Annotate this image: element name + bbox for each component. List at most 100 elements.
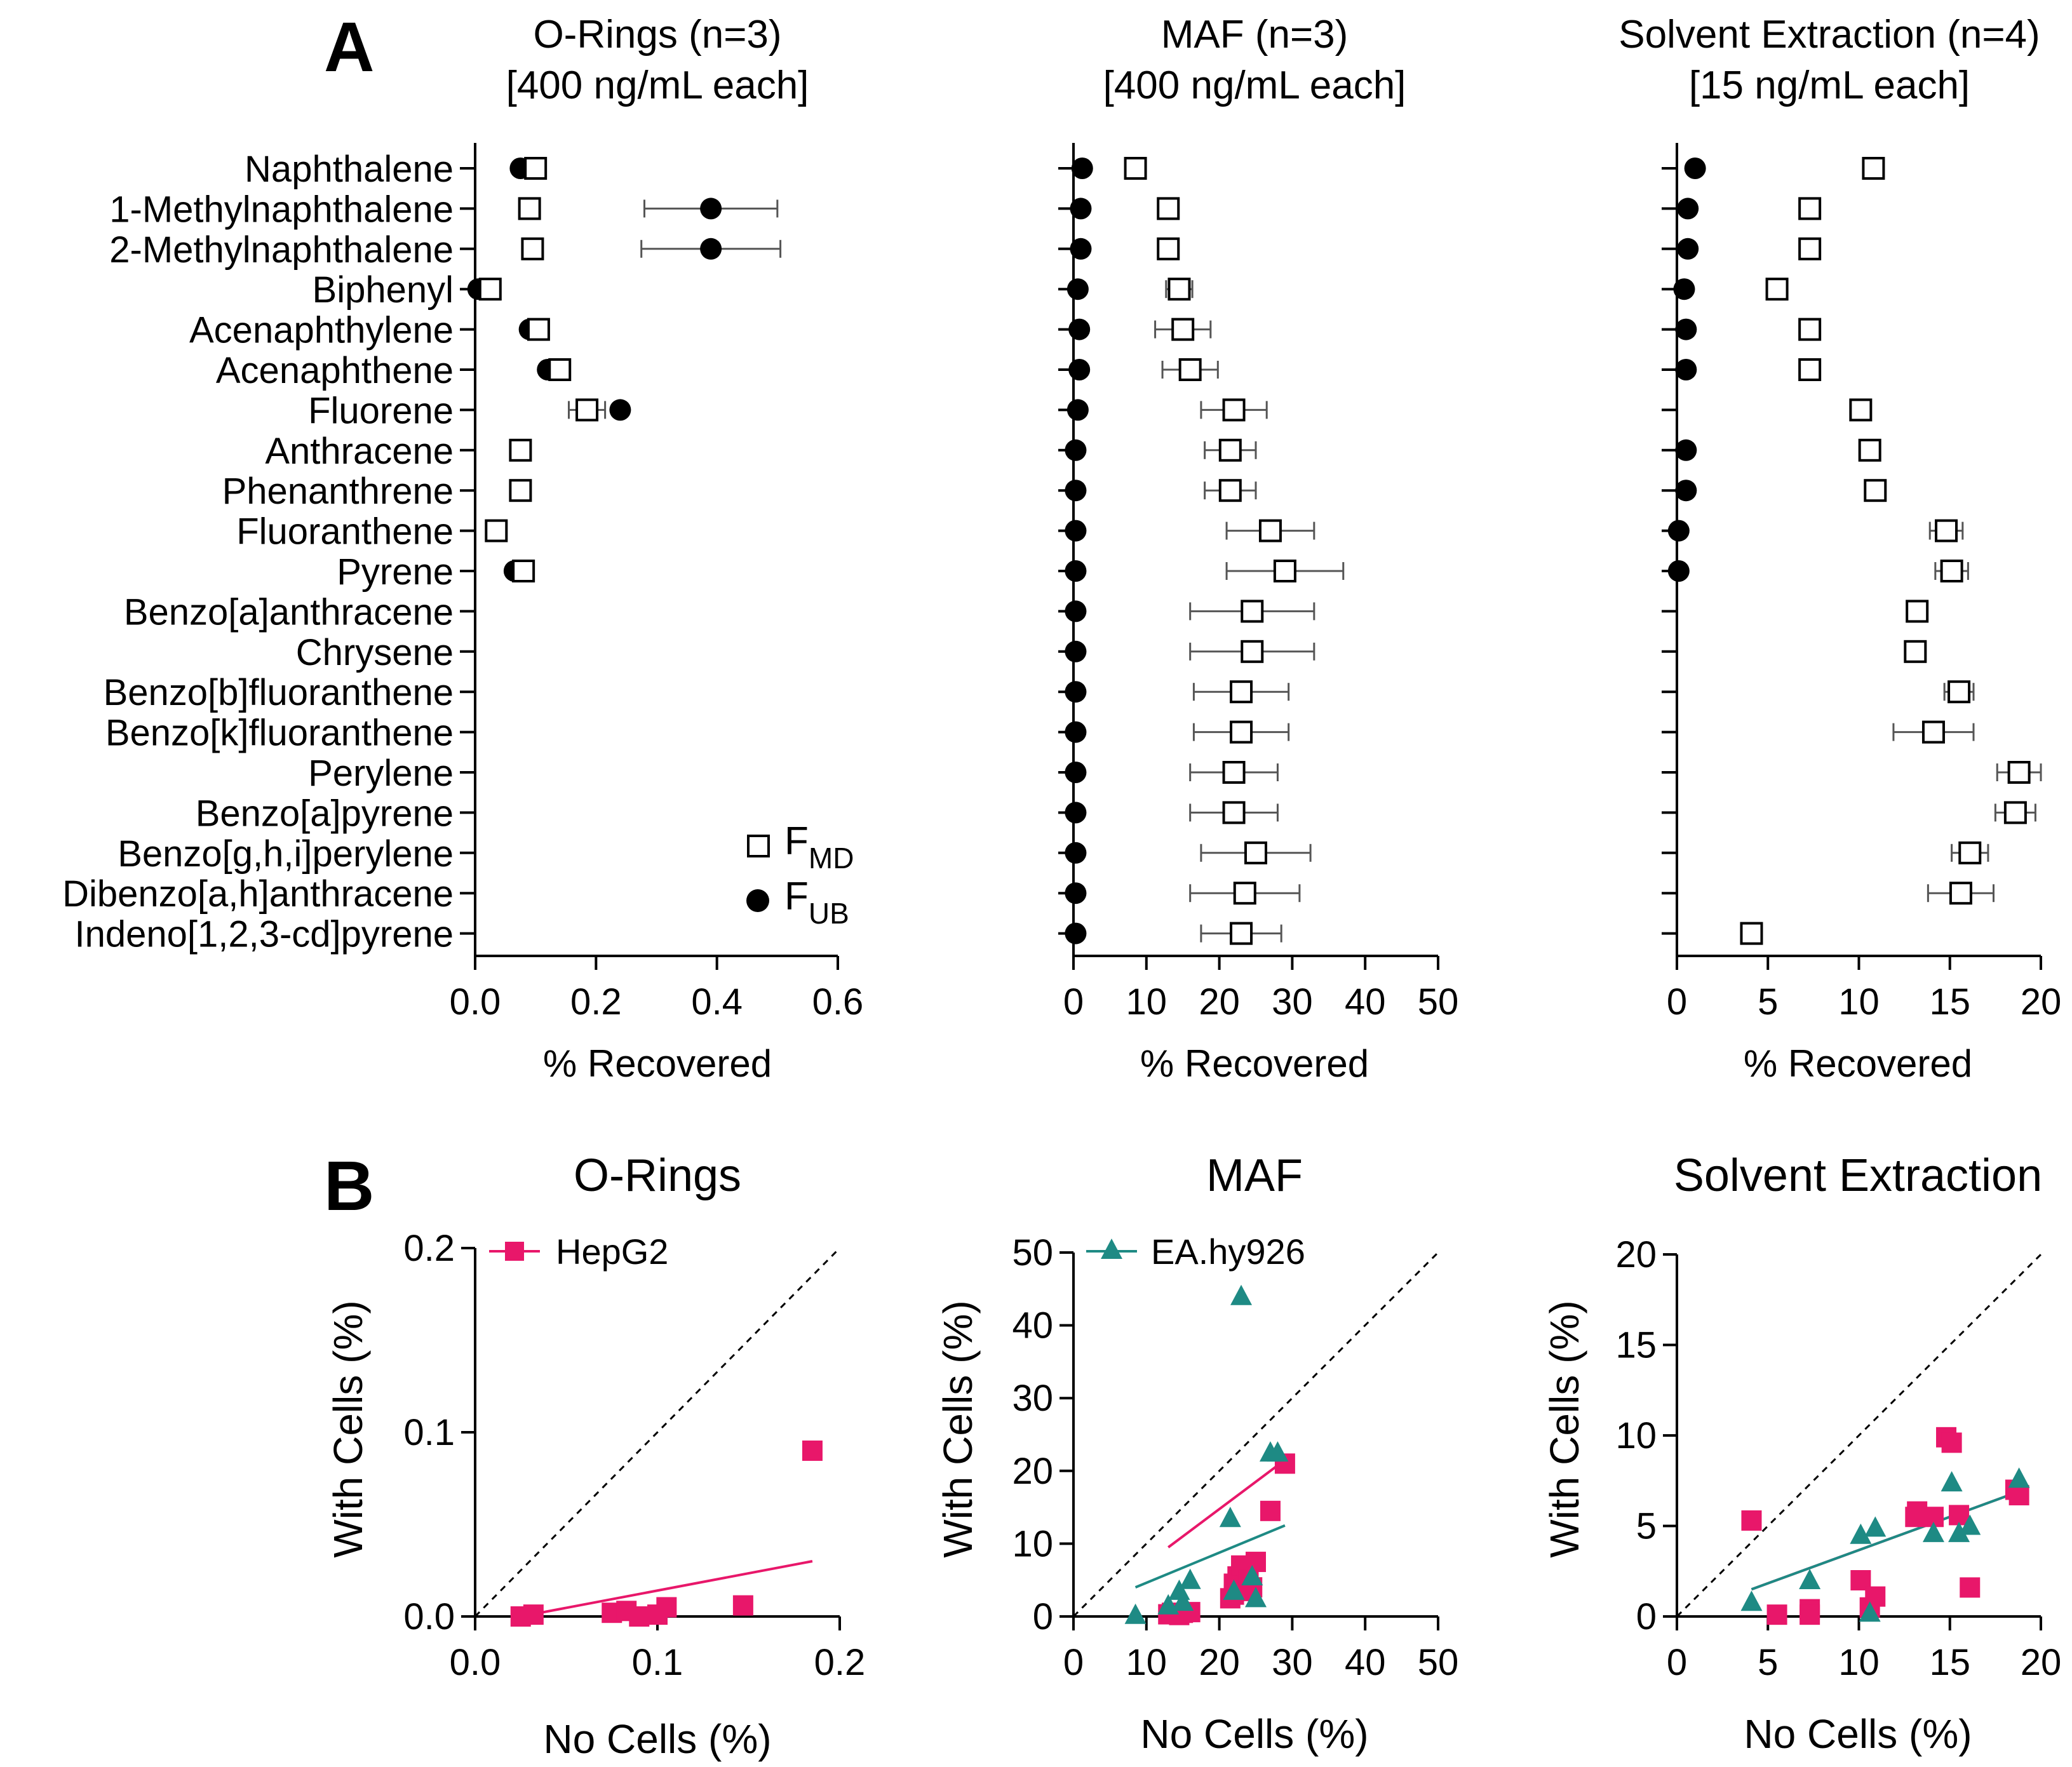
fit-line [1134,1524,1286,1589]
fmd-point [1935,519,1958,542]
fub-point [1667,520,1690,542]
a1-title: O-Rings (n=3) [533,13,781,57]
eahy926-point [1267,1441,1289,1462]
x-tick-label: 0.6 [812,981,864,1023]
x-tick-label: 0 [1063,981,1084,1023]
eahy926-point [1799,1569,1821,1589]
compound-label: Fluorene [308,390,454,431]
eahy926-point [1948,1521,1970,1542]
eahy926-point [1850,1523,1872,1544]
fub-point [1068,359,1091,380]
compound-label: 2-Methylnaphthalene [109,229,454,271]
eahy926-point [1922,1521,1944,1542]
b1-legend: HepG2 [489,1232,668,1272]
x-tick-label: 10 [1838,981,1880,1023]
y-tick-label: 20 [1012,1451,1053,1492]
a2-xlabel: % Recovered [1140,1042,1369,1085]
fub-point [1677,238,1699,260]
compound-label: Biphenyl [313,269,454,311]
fmd-point [1230,680,1253,704]
fub-point [609,399,631,421]
eahy926-point [1124,1603,1147,1624]
x-tick-label: 40 [1345,981,1386,1023]
x-tick-label: 0.2 [814,1642,866,1683]
b2-legend: EA.hy926 [1086,1232,1305,1272]
x-tick-label: 20 [2021,981,2062,1023]
compound-label: Indeno[1,2,3-cd]pyrene [74,914,454,955]
fub-point [1065,762,1087,783]
y-tick-label: 30 [1012,1378,1053,1419]
compound-label: Naphthalene [245,149,454,190]
x-tick-label: 10 [1126,1642,1167,1683]
panel-a1: 0.0 0.2 0.4 0.6 Naphthalene1-Methylnaphthale… [62,143,863,1023]
b3-ylabel: With Cells (%) [1542,1300,1587,1557]
x-tick-label: 0.2 [570,981,622,1023]
fmd-point [2007,761,2031,784]
x-tick-label: 30 [1272,981,1313,1023]
b2-title: MAF [1206,1150,1303,1201]
fub-point [1065,842,1087,864]
fmd-point [1849,398,1873,422]
x-tick-label: 15 [1929,1642,1970,1683]
eahy926-point [1941,1471,1963,1492]
x-tick-label: 0 [1667,981,1687,1023]
hepg2-point [1800,1604,1820,1625]
fmd-point [1258,519,1282,542]
fit-line [1751,1490,2020,1591]
x-tick-label: 10 [1126,981,1167,1023]
fmd-point [524,157,548,180]
panel-b2: 0 10 20 30 40 50 0 10 20 30 40 50 [1012,1232,1458,1683]
compound-label: Benzo[a]anthracene [124,591,454,633]
fub-point [700,238,722,260]
legend-eahy926-label: EA.hy926 [1151,1232,1305,1272]
fmd-point [1904,640,1927,663]
panel-label-b: B [324,1147,374,1225]
compound-label: Fluoranthene [236,511,454,553]
a2-subtitle: [400 ng/mL each] [1103,64,1406,107]
legend-eahy926-marker [1101,1239,1122,1259]
compound-label: Benzo[a]pyrene [196,793,454,834]
fub-point [1065,922,1087,944]
fub-point [1065,721,1087,743]
panel-a3: 0 5 10 15 20 [1662,143,2061,1023]
fmd-point [1864,479,1887,502]
fmd-point [527,318,550,341]
fmd-point [1222,761,1246,784]
eahy926-point [1179,1568,1201,1589]
x-tick-label: 15 [1929,981,1970,1023]
x-tick-label: 20 [2021,1642,2062,1683]
fub-point [1065,600,1087,622]
fmd-point [1171,318,1195,341]
legend-fub-marker [746,889,769,912]
b1-ylabel: With Cells (%) [325,1300,371,1557]
fmd-point [548,358,572,381]
eahy926-point [1223,1579,1245,1600]
b1-title: O-Rings [574,1150,741,1201]
y-tick-label: 15 [1615,1325,1657,1366]
b3-title: Solvent Extraction [1674,1150,2042,1201]
fmd-point [1273,560,1296,582]
fmd-point [509,438,532,462]
fub-point [1065,681,1087,703]
compound-label: Pyrene [337,551,454,593]
identity-line [474,1247,841,1618]
eahy926-point [1241,1564,1263,1585]
hepg2-point [1741,1510,1762,1531]
hepg2-point [1766,1604,1787,1625]
fub-point [1667,560,1690,582]
legend-hepg2-label: HepG2 [556,1232,668,1272]
fmd-point [518,197,541,220]
hepg2-point [802,1441,823,1461]
fub-point [1684,158,1706,179]
compound-label: Acenaphthene [216,350,454,391]
compound-label: Perylene [308,753,454,794]
fmd-point [1244,841,1267,864]
eahy926-point [1172,1590,1194,1611]
compound-label: Anthracene [265,431,454,472]
compound-label: Benzo[g,h,i]perylene [118,833,454,875]
legend-fmd-marker [747,835,770,857]
a3-subtitle: [15 ng/mL each] [1689,64,1970,107]
compound-label: Benzo[b]fluoranthene [104,672,454,713]
fmd-point [512,560,535,582]
compound-label: Benzo[k]fluoranthene [105,713,454,754]
